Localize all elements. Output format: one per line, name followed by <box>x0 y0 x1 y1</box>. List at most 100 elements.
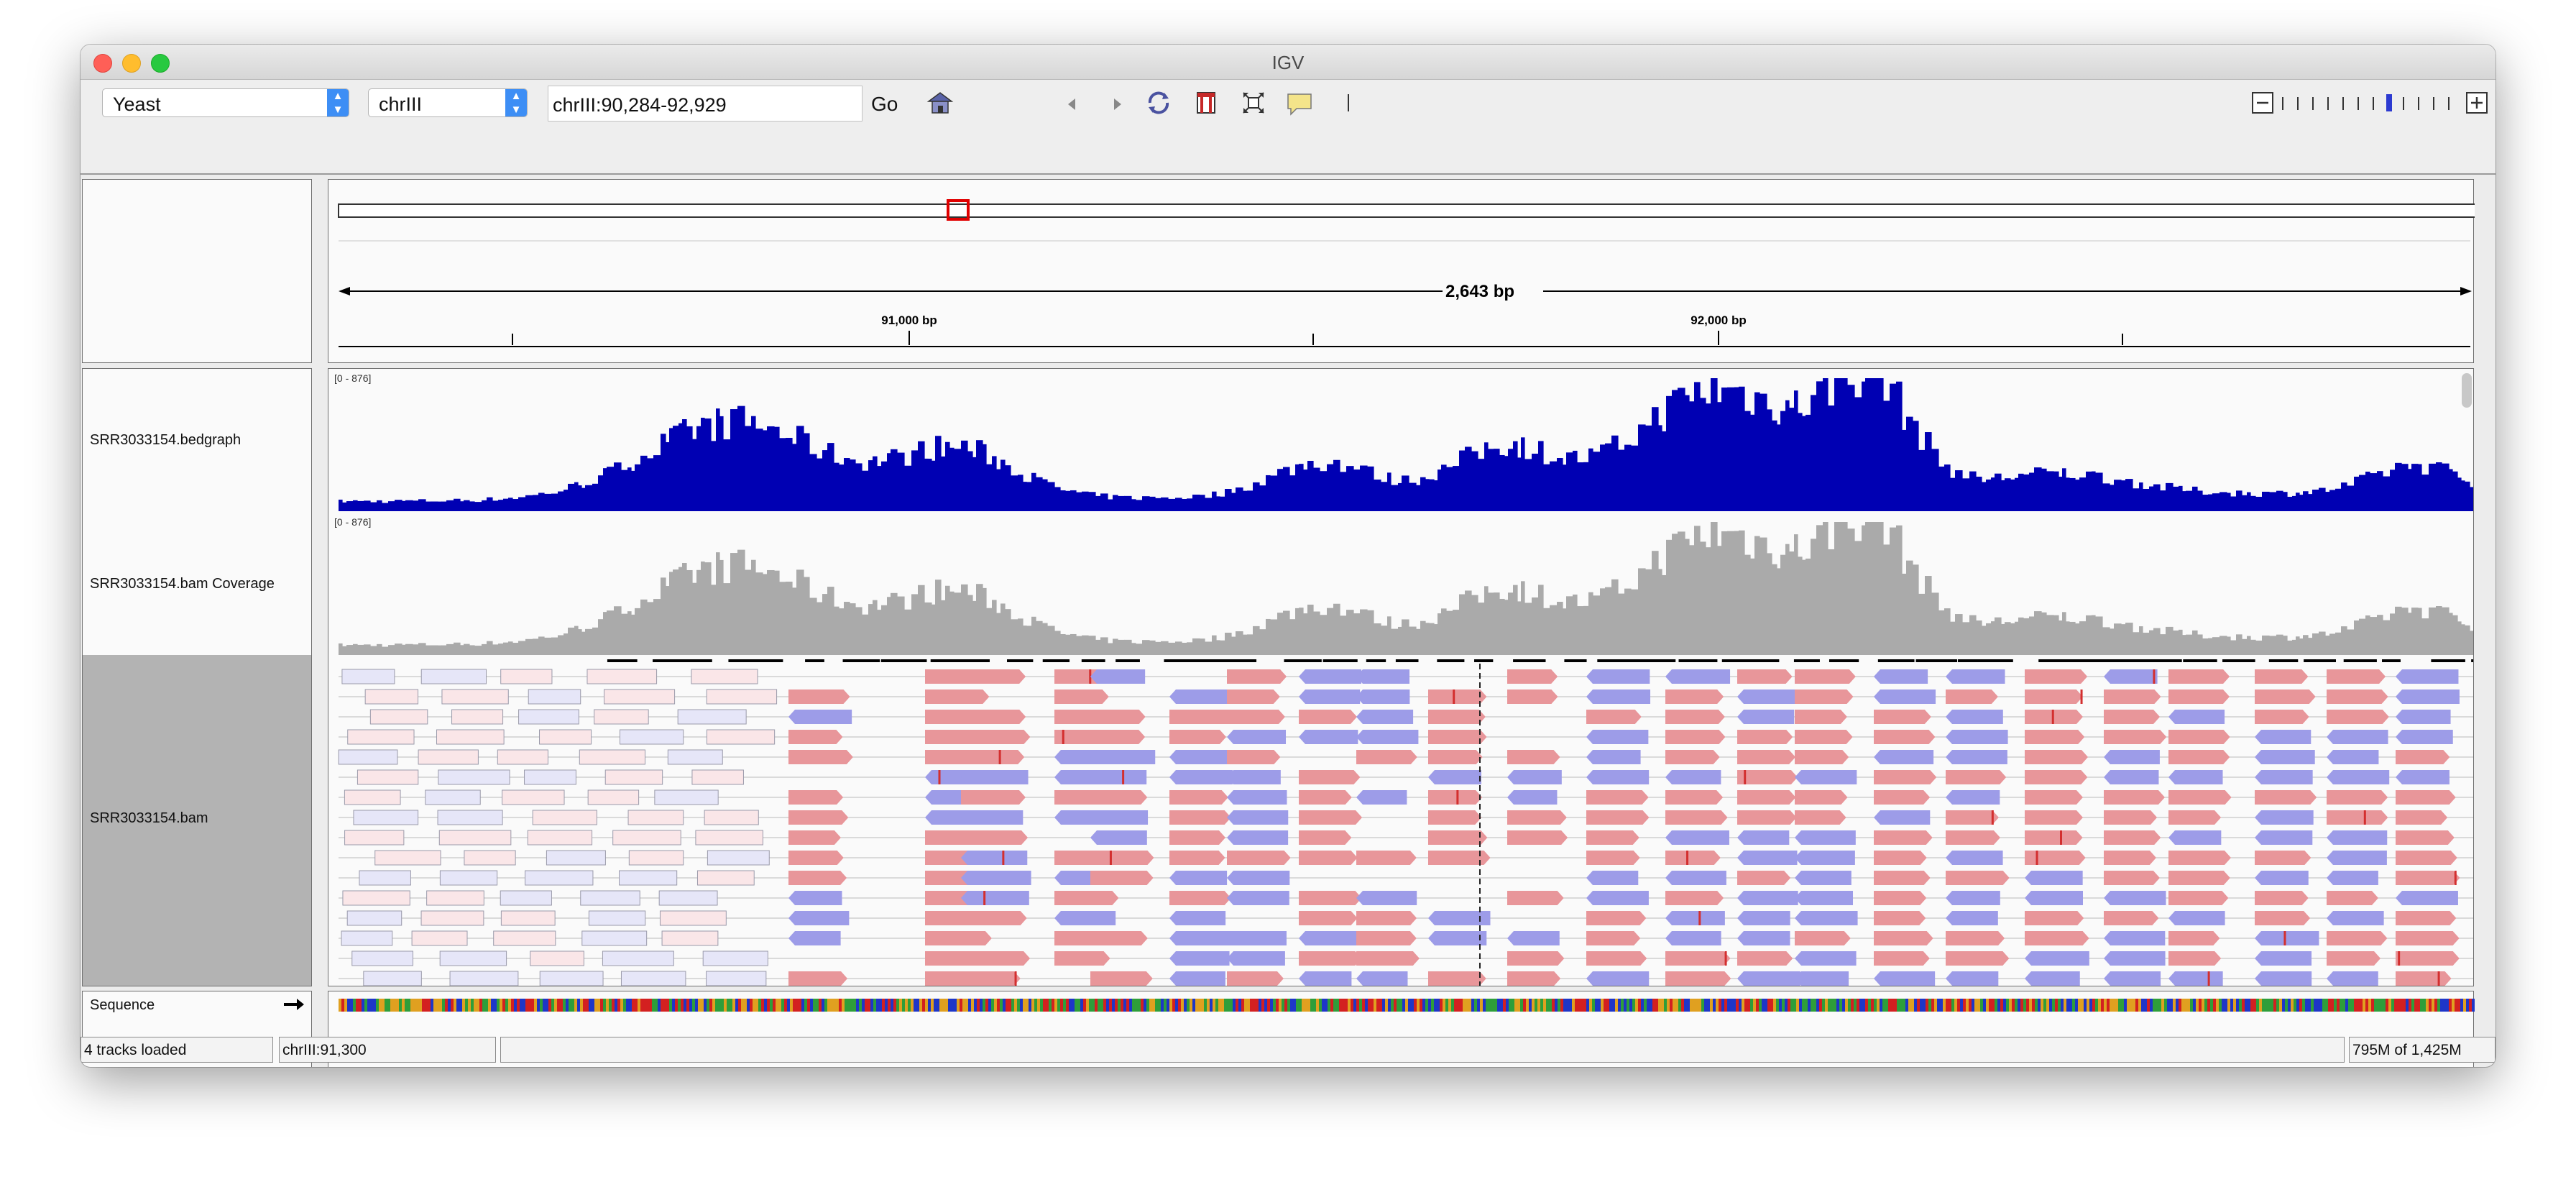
low-mapq-read[interactable] <box>451 709 504 725</box>
forward-arrow-icon[interactable] <box>1103 90 1131 119</box>
zoom-current-level[interactable] <box>2386 94 2392 111</box>
zoom-in-icon[interactable] <box>2466 92 2488 114</box>
low-mapq-read[interactable] <box>532 810 597 825</box>
low-mapq-read[interactable] <box>696 870 755 886</box>
aligned-read[interactable] <box>2104 669 2158 684</box>
aligned-read[interactable] <box>2327 871 2378 885</box>
aligned-read[interactable] <box>1795 730 1853 744</box>
low-mapq-read[interactable] <box>420 669 487 684</box>
aligned-read[interactable] <box>961 951 1031 966</box>
aligned-read[interactable] <box>961 851 1028 865</box>
aligned-read[interactable] <box>1356 710 1414 724</box>
aligned-read[interactable] <box>1874 730 1936 744</box>
aligned-read[interactable] <box>1299 911 1358 925</box>
aligned-read[interactable] <box>1428 730 1487 744</box>
aligned-read[interactable] <box>1169 690 1229 704</box>
aligned-read[interactable] <box>2327 911 2384 925</box>
aligned-read[interactable] <box>2396 871 2460 885</box>
aligned-read[interactable] <box>1169 951 1230 966</box>
low-mapq-read[interactable] <box>667 749 723 765</box>
aligned-read[interactable] <box>1054 951 1110 966</box>
low-mapq-read[interactable] <box>356 769 419 785</box>
aligned-read[interactable] <box>1507 770 1562 784</box>
low-mapq-read[interactable] <box>425 789 481 805</box>
aligned-read[interactable] <box>2396 911 2457 925</box>
aligned-read[interactable] <box>1428 830 1488 845</box>
alignment-track-selection[interactable]: SRR3033154.bam <box>83 655 311 986</box>
aligned-read[interactable] <box>961 911 1027 925</box>
aligned-read[interactable] <box>2168 770 2223 784</box>
low-mapq-read[interactable] <box>661 930 719 946</box>
aligned-read[interactable] <box>1795 669 1856 684</box>
aligned-read[interactable] <box>1227 951 1285 966</box>
aligned-read[interactable] <box>961 971 1021 986</box>
aligned-read[interactable] <box>1090 830 1147 845</box>
aligned-read[interactable] <box>961 790 1026 805</box>
aligned-read[interactable] <box>1665 750 1720 764</box>
aligned-read[interactable] <box>2255 710 2309 724</box>
aligned-read[interactable] <box>1169 851 1225 865</box>
aligned-read[interactable] <box>961 891 1029 905</box>
low-mapq-read[interactable] <box>346 910 402 926</box>
aligned-read[interactable] <box>2255 931 2319 945</box>
low-mapq-read[interactable] <box>344 789 401 805</box>
aligned-read[interactable] <box>1737 851 1798 865</box>
aligned-read[interactable] <box>1946 951 2010 966</box>
aligned-read[interactable] <box>1507 810 1567 825</box>
low-mapq-read[interactable] <box>539 971 604 986</box>
aligned-read[interactable] <box>1586 810 1650 825</box>
low-mapq-read[interactable] <box>338 749 398 765</box>
low-mapq-read[interactable] <box>604 769 663 785</box>
aligned-read[interactable] <box>1299 790 1352 805</box>
low-mapq-read[interactable] <box>359 870 411 886</box>
aligned-read[interactable] <box>1737 690 1798 704</box>
aligned-read[interactable] <box>1665 830 1729 845</box>
aligned-read[interactable] <box>2168 730 2230 744</box>
low-mapq-read[interactable] <box>502 789 565 805</box>
aligned-read[interactable] <box>2255 971 2312 986</box>
aligned-read[interactable] <box>1356 931 1417 945</box>
aligned-read[interactable] <box>1299 710 1357 724</box>
aligned-read[interactable] <box>788 830 841 845</box>
aligned-read[interactable] <box>788 810 849 825</box>
low-mapq-read[interactable] <box>363 971 422 986</box>
aligned-read[interactable] <box>2396 951 2460 966</box>
aligned-read[interactable] <box>2104 710 2161 724</box>
aligned-read[interactable] <box>1737 971 1800 986</box>
aligned-read[interactable] <box>1946 971 1999 986</box>
aligned-read[interactable] <box>1090 770 1147 784</box>
aligned-read[interactable] <box>2168 851 2231 865</box>
aligned-read[interactable] <box>1356 750 1417 764</box>
aligned-read[interactable] <box>1227 690 1280 704</box>
strand-arrow-icon[interactable] <box>282 997 305 1012</box>
aligned-read[interactable] <box>1356 951 1420 966</box>
low-mapq-read[interactable] <box>341 669 395 684</box>
aligned-read[interactable] <box>1586 710 1642 724</box>
aligned-read[interactable] <box>788 710 852 724</box>
low-mapq-read[interactable] <box>500 910 556 926</box>
low-mapq-read[interactable] <box>530 950 584 966</box>
aligned-read[interactable] <box>2396 931 2460 945</box>
aligned-read[interactable] <box>1946 830 2000 845</box>
aligned-read[interactable] <box>788 690 850 704</box>
aligned-read[interactable] <box>1665 790 1724 805</box>
aligned-read[interactable] <box>2396 730 2453 744</box>
aligned-read[interactable] <box>1586 669 1650 684</box>
low-mapq-read[interactable] <box>464 850 516 866</box>
aligned-read[interactable] <box>1737 790 1796 805</box>
aligned-read[interactable] <box>1946 891 2000 905</box>
aligned-read[interactable] <box>2327 770 2390 784</box>
aligned-read[interactable] <box>961 710 1026 724</box>
aligned-read[interactable] <box>1227 931 1287 945</box>
aligned-read[interactable] <box>1090 931 1148 945</box>
aligned-read[interactable] <box>1227 669 1287 684</box>
chromosome-dropdown[interactable]: chrIII ▲ ▼ <box>368 88 528 117</box>
aligned-read[interactable] <box>1428 770 1481 784</box>
aligned-read[interactable] <box>1795 891 1854 905</box>
aligned-read[interactable] <box>1795 931 1851 945</box>
low-mapq-read[interactable] <box>702 950 768 966</box>
aligned-read[interactable] <box>2104 730 2167 744</box>
vertical-scrollbar[interactable] <box>2462 373 2472 408</box>
aligned-read[interactable] <box>1428 690 1487 704</box>
aligned-read[interactable] <box>2255 891 2309 905</box>
